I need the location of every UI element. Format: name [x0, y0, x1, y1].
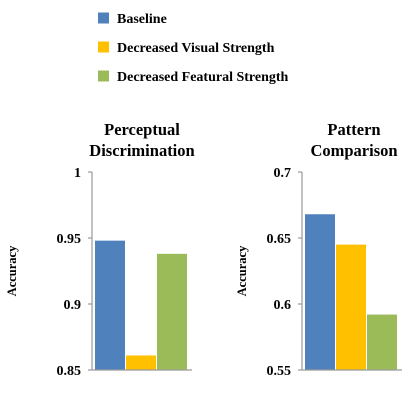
- chart-0-title-line-0: Perceptual: [104, 120, 180, 139]
- chart-0-y-tick-label-1: 0.9: [64, 298, 82, 313]
- legend-label-2: Decreased Featural Strength: [117, 70, 289, 85]
- chart-0-y-axis-label: Accuracy: [5, 245, 19, 296]
- chart-1-y-tick-label-3: 0.7: [274, 166, 292, 181]
- chart-0-bar-2: [157, 253, 187, 370]
- legend-label-1: Decreased Visual Strength: [117, 41, 275, 56]
- chart-0-bar-0: [95, 240, 125, 370]
- chart-1-y-tick-label-0: 0.55: [267, 364, 292, 379]
- chart-1-bar-1: [336, 244, 366, 370]
- chart-0-title-line-1: Discrimination: [89, 141, 194, 160]
- chart-1-y-tick-label-2: 0.65: [267, 232, 292, 247]
- legend-swatch-2: [98, 70, 109, 82]
- chart-1-title-line-0: Pattern: [327, 120, 380, 139]
- chart-0-bar-1: [126, 355, 156, 370]
- chart-1-bar-0: [305, 214, 335, 370]
- legend-swatch-1: [98, 41, 109, 53]
- legend-label-0: Baseline: [117, 12, 167, 27]
- chart-1-title-line-1: Comparison: [310, 141, 397, 160]
- chart-0-y-tick-label-3: 1: [74, 166, 81, 181]
- chart-0-y-tick-label-2: 0.95: [57, 232, 82, 247]
- chart-1-bar-2: [367, 314, 397, 370]
- chart-0-y-tick-label-0: 0.85: [57, 364, 82, 379]
- chart-1-y-axis-label: Accuracy: [235, 245, 249, 296]
- chart-1-y-tick-label-1: 0.6: [274, 298, 292, 313]
- legend-swatch-0: [98, 12, 109, 24]
